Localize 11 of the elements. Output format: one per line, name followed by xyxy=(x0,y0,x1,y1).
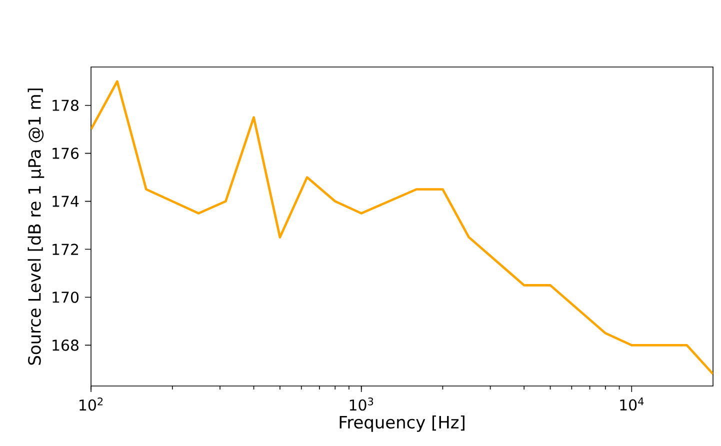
y-tick-label: 176 xyxy=(52,148,79,159)
y-tick-label: 178 xyxy=(52,100,78,112)
y-tick-label: 174 xyxy=(52,196,79,207)
y-tick-label: 168 xyxy=(52,340,78,351)
y-axis-title: Source Level [dB re 1 µPa @1 m] xyxy=(28,88,44,365)
y-tick-label: 172 xyxy=(52,244,78,255)
x-tick-label: 10$^{3}$ xyxy=(350,397,374,411)
x-tick-label: 10$^{4}$ xyxy=(620,398,644,411)
x-tick-label: 10$^{2}$ xyxy=(80,397,103,411)
x-axis-title: Frequency [Hz] xyxy=(340,415,464,432)
y-tick-label: 170 xyxy=(52,292,79,303)
